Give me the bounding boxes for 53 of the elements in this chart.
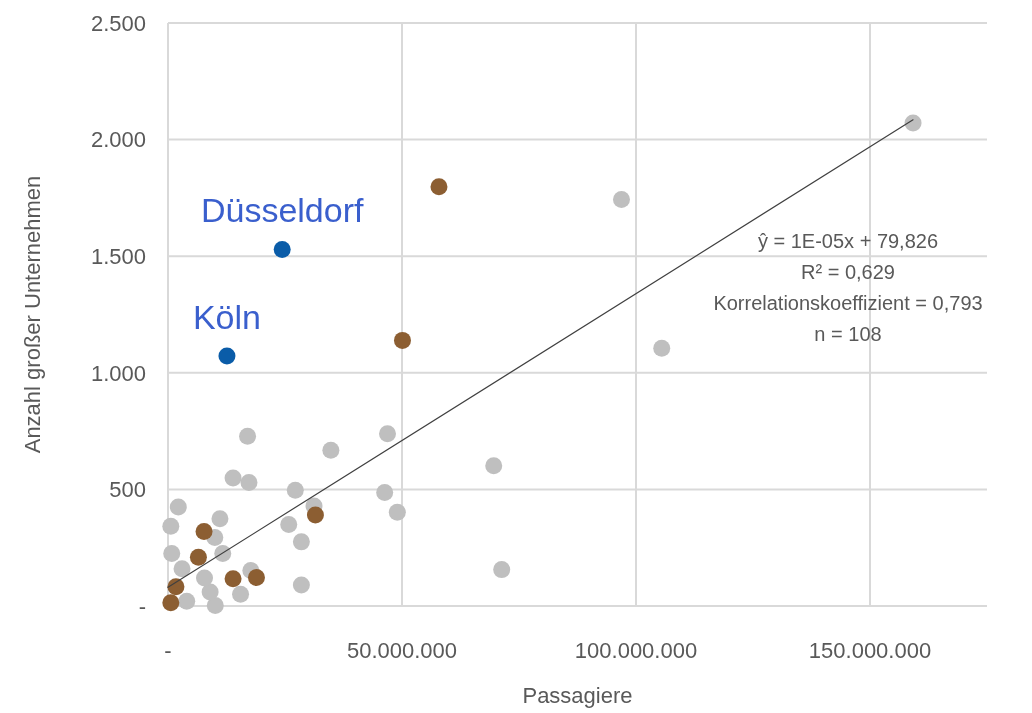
point (306, 506, 324, 524)
annotation: n = 108 (814, 323, 882, 345)
y-tick-label: 500 (109, 477, 146, 503)
point (485, 457, 503, 475)
annotation: R² = 0,629 (801, 261, 895, 283)
point (378, 425, 396, 443)
point (163, 545, 181, 563)
point (280, 516, 298, 534)
y-tick-label: 1.500 (90, 243, 146, 269)
point (232, 585, 250, 603)
point (286, 481, 304, 499)
point (322, 441, 340, 459)
point (239, 427, 257, 445)
annotation: Düsseldorf (200, 191, 364, 230)
x-tick-label: - (164, 638, 172, 663)
x-tick-label: 150.000.000 (808, 638, 932, 663)
y-tick-label: 2.500 (90, 10, 146, 36)
point (247, 569, 265, 587)
point (206, 597, 224, 615)
point (224, 570, 242, 588)
y-axis-title: Anzahl großer Unternehmen (20, 175, 45, 454)
point (493, 561, 511, 579)
x-tick-label: 100.000.000 (574, 638, 698, 663)
y-tick-label: - (138, 593, 146, 619)
point (240, 473, 258, 491)
point (224, 469, 242, 487)
x-tick-label: 50.000.000 (346, 638, 458, 663)
point (292, 576, 310, 594)
x-axis-title: Passagiere (522, 683, 633, 708)
point (211, 510, 229, 528)
y-tick-label: 1.000 (90, 360, 146, 386)
annotation: Köln (192, 298, 261, 337)
point (388, 503, 406, 521)
point (195, 523, 213, 541)
point (162, 517, 180, 535)
point (273, 240, 291, 258)
point (201, 583, 219, 601)
point (196, 569, 213, 587)
point (653, 339, 671, 357)
point (218, 347, 236, 365)
annotation: Korrelationskoeffizient = 0,793 (713, 292, 983, 314)
point (178, 592, 196, 610)
y-tick-label: 2.000 (90, 127, 146, 153)
point (169, 498, 187, 516)
point (162, 594, 180, 612)
annotation: ŷ = 1E-05x + 79,826 (757, 230, 939, 252)
point (189, 548, 207, 566)
point (376, 483, 394, 501)
point (393, 331, 411, 349)
point (612, 191, 630, 209)
point (173, 560, 191, 578)
point (292, 533, 310, 551)
point (430, 178, 448, 196)
